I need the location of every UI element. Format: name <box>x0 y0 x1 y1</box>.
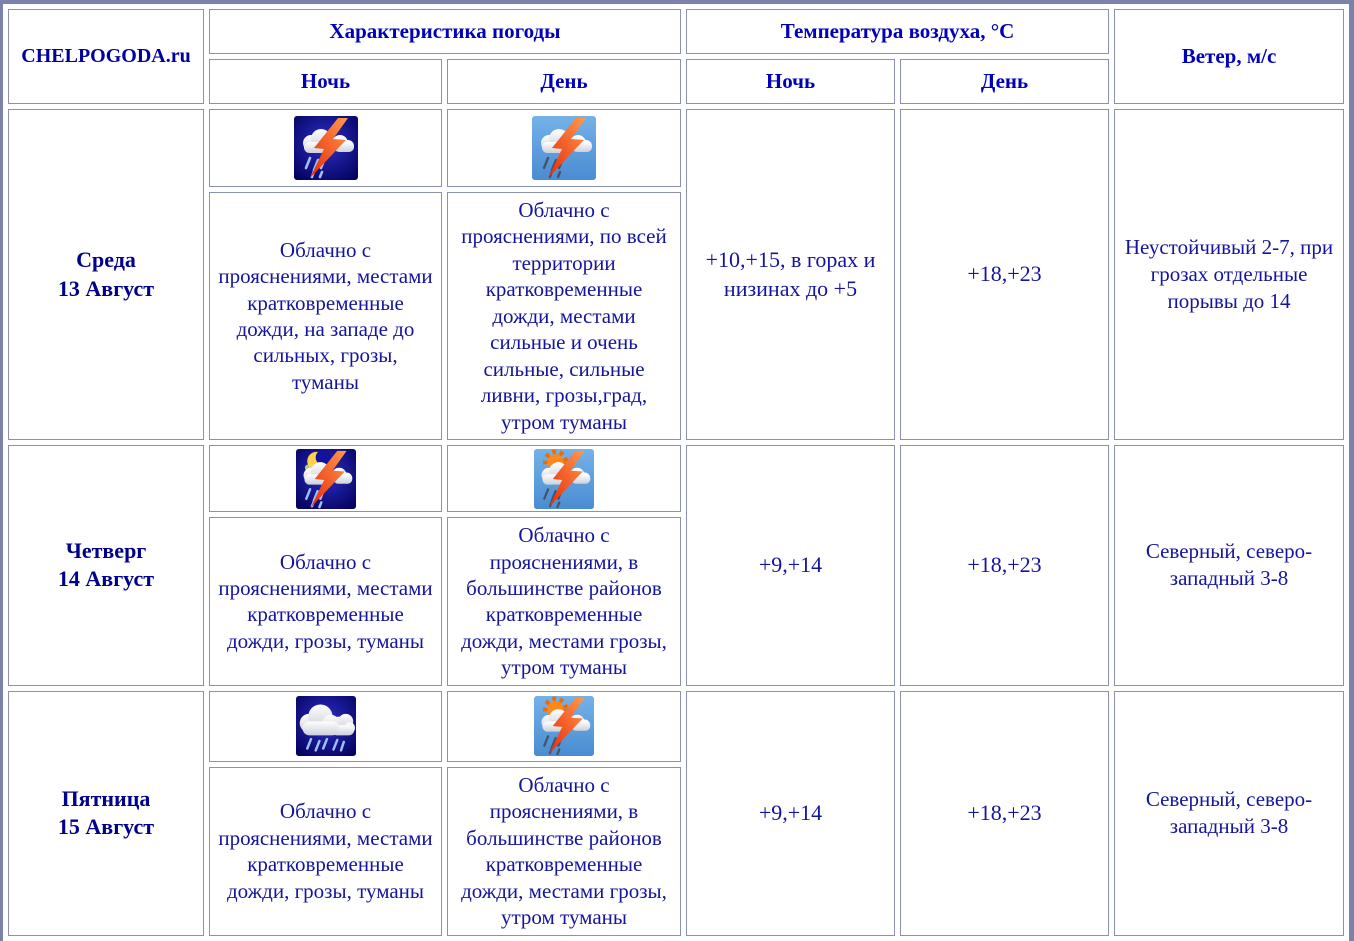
night-temperature: +9,+14 <box>686 690 895 936</box>
night-icon-cell <box>209 690 442 762</box>
day-label-thursday: Четверг 14 Август <box>8 445 204 686</box>
day-weather-description: Облачно с прояснениями, по всей территор… <box>447 192 681 441</box>
forecast-table: CHELPOGODA.ru Характеристика погоды Темп… <box>3 4 1349 941</box>
day-name: Среда <box>76 246 136 272</box>
day-icon-cell <box>447 690 681 762</box>
day-temperature: +18,+23 <box>900 109 1109 441</box>
night-weather-description: Облачно с прояснениями, местами кратковр… <box>209 192 442 441</box>
night-weather-description: Облачно с прояснениями, местами кратковр… <box>209 517 442 686</box>
wind-forecast: Северный, северо-западный 3-8 <box>1114 445 1344 686</box>
day-date: 13 Август <box>57 275 155 301</box>
day-temperature: +18,+23 <box>900 445 1109 686</box>
night-icon-cell <box>209 109 442 187</box>
header-temperature-group: Температура воздуха, °C <box>686 9 1109 54</box>
header-wind: Ветер, м/с <box>1114 9 1344 104</box>
day-weather-description: Облачно с прояснениями, в большинстве ра… <box>447 766 681 936</box>
day-name: Пятница <box>61 785 151 811</box>
day-sun-cloud-lightning-rain-icon <box>534 696 594 756</box>
day-date: 14 Август <box>57 566 155 592</box>
night-weather-description: Облачно с прояснениями, местами кратковр… <box>209 766 442 936</box>
night-temperature: +10,+15, в горах и низинах до +5 <box>686 109 895 441</box>
day-cloud-lightning-rain-icon <box>532 116 596 180</box>
day-weather-description: Облачно с прояснениями, в большинстве ра… <box>447 517 681 686</box>
night-temperature: +9,+14 <box>686 445 895 686</box>
header-temp-night: Ночь <box>686 59 895 104</box>
night-icon-cell <box>209 445 442 513</box>
header-temp-day: День <box>900 59 1109 104</box>
site-logo[interactable]: CHELPOGODA.ru <box>8 9 204 104</box>
day-name: Четверг <box>65 537 147 563</box>
night-cloud-lightning-rain-icon <box>294 116 358 180</box>
day-icon-cell <box>447 109 681 187</box>
day-label-friday: Пятница 15 Август <box>8 690 204 936</box>
day-icon-cell <box>447 445 681 513</box>
header-weather-night: Ночь <box>209 59 442 104</box>
header-weather-day: День <box>447 59 681 104</box>
wind-forecast: Северный, северо-западный 3-8 <box>1114 690 1344 936</box>
day-sun-cloud-lightning-rain-icon <box>534 449 594 509</box>
night-clouds-rain-icon <box>296 696 356 756</box>
weather-forecast-page: CHELPOGODA.ru Характеристика погоды Темп… <box>3 4 1349 941</box>
day-temperature: +18,+23 <box>900 690 1109 936</box>
day-date: 15 Август <box>57 814 155 840</box>
header-weather-group: Характеристика погоды <box>209 9 681 54</box>
day-label-wednesday: Среда 13 Август <box>8 109 204 441</box>
night-moon-cloud-lightning-rain-icon <box>296 449 356 509</box>
wind-forecast: Неустойчивый 2-7, при грозах отдельные п… <box>1114 109 1344 441</box>
